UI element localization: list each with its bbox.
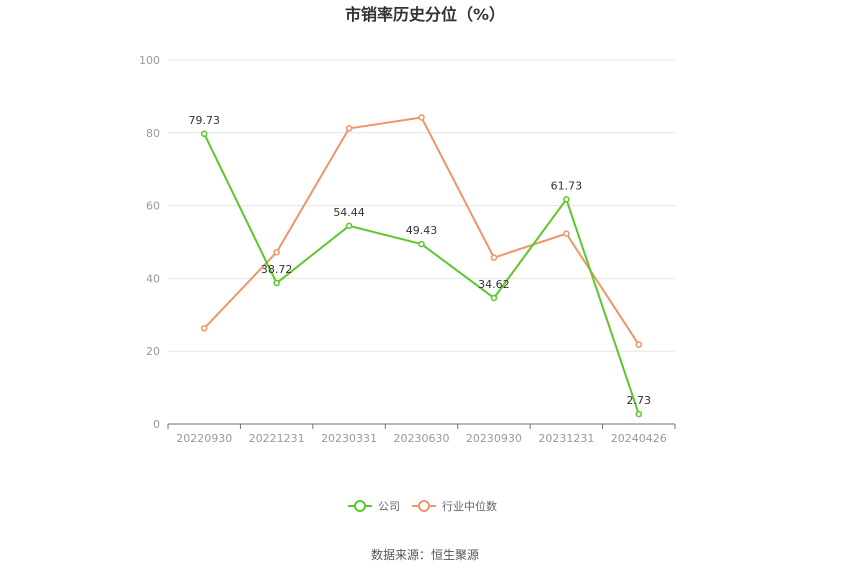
legend-marker-company — [354, 500, 366, 512]
data-labels: 79.73 38.72 54.44 49.43 34.62 61.73 2.73 — [188, 114, 651, 407]
data-label-company: 49.43 — [406, 224, 438, 237]
data-point-company[interactable] — [273, 279, 280, 287]
x-tick-label: 20240426 — [611, 432, 667, 445]
data-point-company[interactable] — [490, 294, 498, 302]
legend[interactable]: 公司 行业中位数 — [348, 499, 497, 513]
data-point-company[interactable] — [635, 410, 643, 418]
x-axis-ticks: 20220930 20221231 20230331 20230630 20230930… — [167, 424, 676, 445]
y-tick-label: 100 — [139, 54, 160, 67]
x-tick-label: 20230331 — [321, 432, 377, 445]
data-label-company: 38.72 — [261, 263, 293, 276]
x-tick-label: 20230630 — [394, 432, 450, 445]
data-point-industry-median[interactable] — [200, 325, 208, 332]
x-tick-label: 20220930 — [176, 432, 232, 445]
x-tick-label: 20221231 — [249, 432, 305, 445]
data-source-note: 数据来源：恒生聚源 — [371, 547, 479, 562]
legend-item-company[interactable]: 公司 — [348, 500, 400, 513]
y-tick-label: 20 — [146, 345, 160, 358]
x-tick-label: 20231231 — [538, 432, 594, 445]
legend-label-industry-median: 行业中位数 — [442, 499, 497, 513]
data-point-industry-median[interactable] — [418, 114, 425, 121]
data-point-industry-median[interactable] — [635, 341, 643, 348]
data-point-industry-median[interactable] — [345, 125, 353, 132]
legend-marker-industry-median — [418, 500, 430, 512]
data-point-industry-median[interactable] — [563, 230, 570, 237]
y-tick-label: 60 — [146, 200, 160, 213]
legend-label-company: 公司 — [378, 500, 400, 513]
chart-title: 市销率历史分位（%） — [345, 5, 505, 24]
data-label-company: 79.73 — [188, 114, 220, 127]
y-tick-label: 40 — [146, 272, 160, 285]
data-point-industry-median[interactable] — [490, 254, 498, 261]
data-point-industry-median[interactable] — [273, 248, 280, 256]
data-point-company[interactable] — [418, 240, 425, 248]
data-label-company: 61.73 — [551, 179, 583, 192]
data-label-company: 2.73 — [627, 394, 652, 407]
data-label-company: 34.62 — [478, 278, 510, 291]
y-axis-ticks: 0 20 40 60 80 100 — [139, 54, 160, 431]
data-point-company[interactable] — [345, 222, 353, 230]
y-tick-label: 80 — [146, 127, 160, 140]
data-point-company[interactable] — [563, 196, 570, 203]
x-tick-label: 20230930 — [466, 432, 522, 445]
grid-lines — [168, 59, 675, 352]
data-label-company: 54.44 — [333, 206, 365, 219]
legend-item-industry-median[interactable]: 行业中位数 — [412, 499, 497, 513]
data-point-company[interactable] — [200, 130, 208, 138]
series-lines — [200, 114, 643, 418]
y-tick-label: 0 — [153, 418, 160, 431]
